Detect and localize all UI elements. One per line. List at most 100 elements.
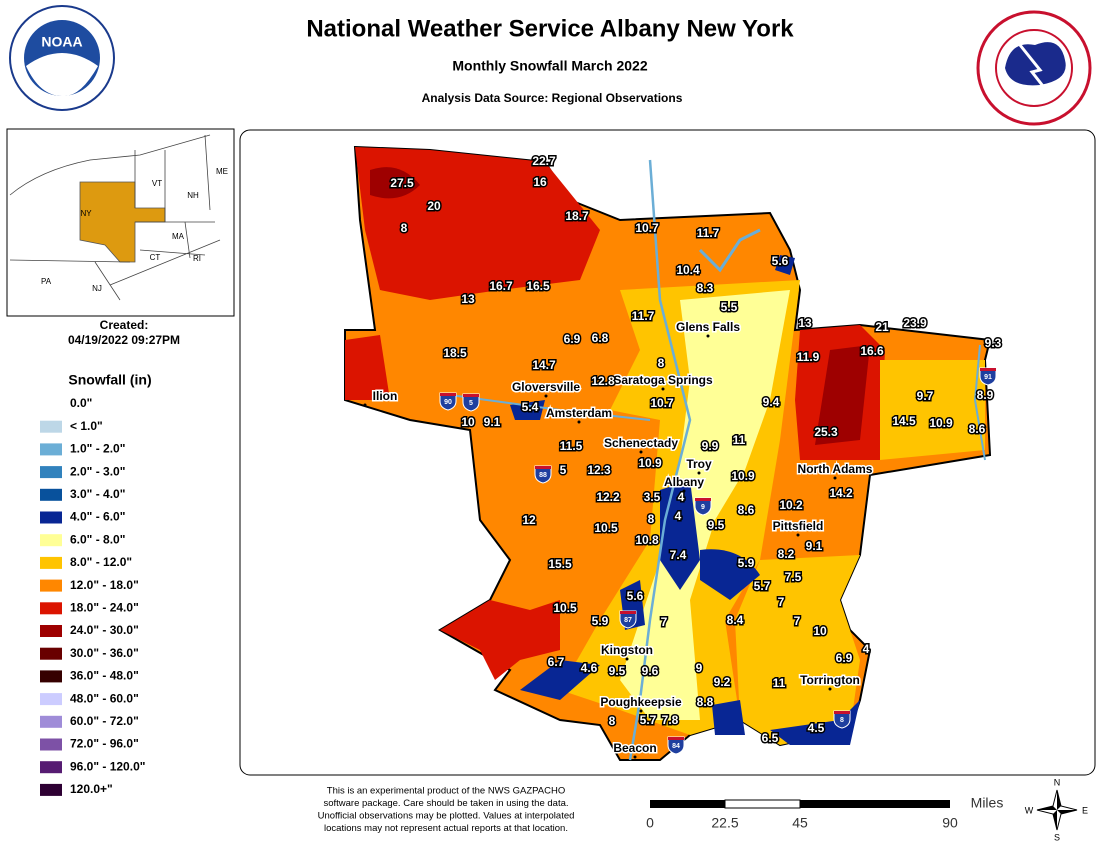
snowfall-observation: 21 [875,320,889,334]
legend-label: 6.0" - 8.0" [70,532,125,546]
city-dot [697,471,701,475]
highway-shield [462,393,480,412]
highway-number: 88 [539,472,547,479]
legend-swatch [40,488,62,501]
snowfall-observation: 10.8 [635,533,659,547]
legend-label: 96.0" - 120.0" [70,759,145,773]
snowfall-observation: 4 [863,642,870,656]
city-dot [661,387,665,391]
legend-swatch [40,579,62,592]
city-label: Amsterdam [546,406,612,420]
highway-shield-top [695,498,711,501]
legend-label: 30.0" - 36.0" [70,646,139,660]
highway-number: 87 [624,617,632,624]
legend-swatch [40,715,62,728]
scale-tick-label: 45 [792,815,808,831]
city-label: Pittsfield [773,519,824,533]
snowfall-observation: 5.5 [721,300,738,314]
snowfall-observation: 14.7 [532,358,556,372]
snowfall-observation: 9.9 [702,439,719,453]
snowfall-observation: 3.5 [644,490,661,504]
state-label: VT [152,179,162,188]
snowfall-observation: 7.8 [662,713,679,727]
snowfall-observation: 22.7 [532,154,556,168]
disclaimer-line: Unofficial observations may be plotted. … [318,811,575,822]
snowfall-observation: 7 [661,615,668,629]
state-label: CT [150,253,161,262]
snowfall-observation: 7.4 [670,548,687,562]
state-label: NH [187,191,199,200]
data-source: Analysis Data Source: Regional Observati… [422,91,683,105]
state-label: RI [193,254,201,263]
snowfall-observation: 8 [658,356,665,370]
legend-swatch [40,625,62,637]
legend-swatch [40,466,62,479]
snowfall-observation: 18.5 [443,346,467,360]
snowfall-observation: 11.7 [697,226,720,240]
snowfall-observation: 4.5 [808,721,825,735]
highway-number: 8 [840,717,844,724]
legend-label: 12.0" - 18.0" [70,578,139,592]
snowfall-observation: 4.6 [581,661,598,675]
legend-swatch [40,761,62,774]
snowfall-observation: 11 [773,676,786,690]
snowfall-observation: 8.3 [697,281,714,295]
legend-swatch [40,738,62,751]
subtitle: Monthly Snowfall March 2022 [452,58,647,74]
noaa-text: NOAA [41,34,82,50]
snowfall-observation: 14.2 [829,486,853,500]
snowfall-observation: 5.9 [738,556,755,570]
snowfall-observation: 8.6 [969,422,986,436]
city-dot [544,394,548,398]
city-dot [682,489,686,493]
snowfall-observation: 12.3 [587,463,611,477]
highway-shield-top [463,394,479,397]
snowfall-map [344,145,992,761]
snowfall-observation: 10.7 [635,221,659,235]
disclaimer-line: This is an experimental product of the N… [327,786,565,797]
highway-shield [534,465,552,484]
scale-unit: Miles [971,795,1004,811]
snowfall-observation: 10 [461,415,475,429]
legend-swatch [40,693,62,706]
snowfall-observation: 10 [813,624,827,638]
snowfall-observation: 6.9 [564,332,581,346]
scale-tick-label: 0 [646,815,654,831]
snowfall-observation: 6.7 [548,655,565,669]
city-dot [833,476,837,480]
legend-swatch [40,511,62,524]
city-label: Troy [686,457,712,471]
snowfall-observation: 9.4 [763,395,780,409]
city-label: Albany [664,475,704,489]
legend-title: Snowfall (in) [68,372,151,388]
compass-letter: S [1054,832,1060,842]
snowfall-observation: 5.4 [522,400,539,414]
scale-tick-label: 22.5 [711,815,738,831]
snowfall-observation: 12 [522,513,536,527]
city-label: North Adams [798,462,873,476]
snowfall-observation: 10.9 [731,469,755,483]
state-label: PA [41,277,52,286]
city-label: Torrington [800,673,860,687]
title: National Weather Service Albany New York [306,15,794,42]
snowfall-observation: 8 [648,512,655,526]
highway-shield-top [834,711,850,714]
highway-number: 90 [444,399,452,406]
snowfall-observation: 9.1 [484,415,501,429]
legend-swatch [40,670,62,683]
highway-shield [619,610,637,629]
legend-label: 2.0" - 3.0" [70,464,125,478]
noaa-logo: NOAA [9,5,115,111]
snowfall-observation: 5 [560,463,567,477]
city-dot [633,755,637,759]
inset-map [6,128,235,317]
snowfall-observation: 10.7 [650,396,674,410]
snowfall-observation: 8.4 [727,613,744,627]
legend-swatch [40,783,62,796]
city-label: Glens Falls [676,320,740,334]
snowfall-observation: 7 [794,614,801,628]
snowfall-observation: 4 [678,490,685,504]
snowfall-observation: 27.5 [390,176,414,190]
legend-label: 8.0" - 12.0" [70,555,132,569]
